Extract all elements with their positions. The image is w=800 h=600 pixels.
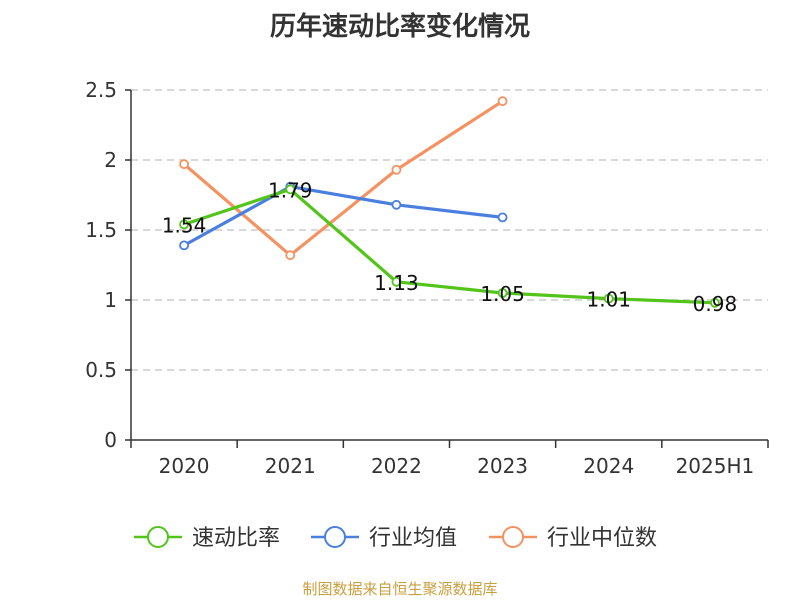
data-point [285,184,296,195]
x-tick-label: 2021 [265,454,316,478]
data-labels: 1.54 1.79 1.13 1.05 1.01 0.98 [162,178,737,315]
y-tick-label: 0.5 [85,358,117,382]
x-tick-label: 2020 [159,454,210,478]
x-tick-label: 2023 [477,454,528,478]
data-point [710,297,720,308]
legend-label: 行业均值 [369,526,457,551]
legend-marker [324,526,346,548]
gridlines [131,89,768,371]
y-tick-label: 1.5 [85,218,117,242]
x-tick-label: 2022 [371,454,422,478]
axes: 0 0.5 1 1.5 2 2.5 2020 2021 2022 2023 2024 2025H1 [85,78,769,478]
data-point [179,240,189,251]
data-point [391,276,402,287]
data-point [179,159,189,170]
legend-item[interactable]: 速动比率 [134,526,280,551]
data-label: 1.54 [162,213,207,237]
data-point [179,219,189,230]
x-tick-label: 2024 [583,454,634,478]
data-point [391,164,402,175]
data-label: 1.01 [586,288,631,312]
data-label: 1.13 [374,271,419,295]
y-tick-label: 2 [104,148,117,172]
y-tick-label: 2.5 [85,78,117,102]
data-point [497,96,508,107]
series-line-2 [183,99,504,257]
legend-item[interactable]: 行业均值 [311,526,457,551]
series-line-1 [183,185,503,247]
data-point [497,212,508,223]
data-point [497,288,508,298]
series-line-0 [183,187,715,305]
legend-label: 行业中位数 [547,526,657,551]
data-point [285,250,296,261]
legend[interactable]: 速动比率 行业均值 行业中位数 [134,526,657,551]
data-label: 1.05 [480,282,525,306]
legend-marker [147,526,169,548]
y-tick-label: 0 [104,428,117,452]
chart-title: 历年速动比率变化情况 [269,12,530,42]
data-point [603,293,614,304]
legend-marker [502,526,524,548]
source-note: 制图数据来自恒生聚源数据库 [302,580,498,598]
y-tick-label: 1 [104,288,117,312]
data-label: 1.79 [268,178,313,202]
data-point [391,199,402,210]
legend-item[interactable]: 行业中位数 [489,526,657,551]
x-tick-label: 2025H1 [676,454,755,478]
data-label: 0.98 [693,292,738,316]
series-lines [179,96,720,308]
legend-label: 速动比率 [192,526,280,551]
